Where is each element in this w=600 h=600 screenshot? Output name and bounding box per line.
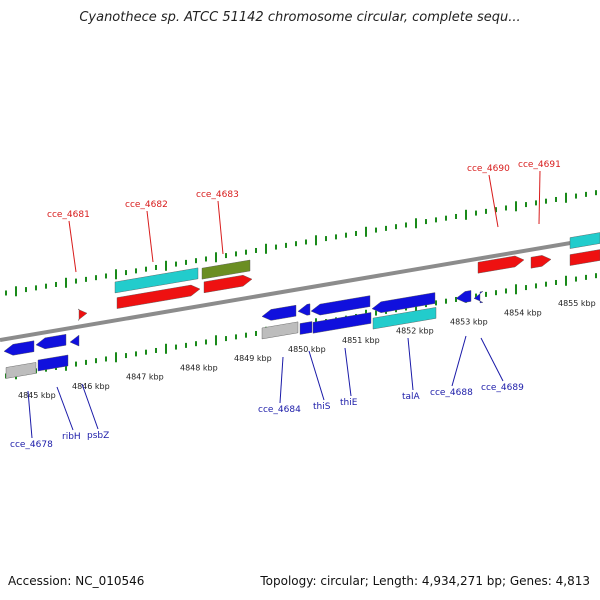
forward-gene-arrow [477, 255, 525, 274]
kbp-tick-label: 4849 kbp [234, 354, 272, 363]
reverse-leader-line [308, 350, 325, 401]
forward-gene-arrow [530, 255, 552, 269]
accession-text: Accession: NC_010546 [8, 574, 145, 588]
map-title: Cyanothece sp. ATCC 51142 chromosome cir… [79, 10, 521, 25]
reverse-gene-label: thiS [313, 402, 331, 412]
reverse-gene-arrow [310, 295, 371, 316]
reverse-leader-line [279, 356, 284, 404]
forward-gene-label: cce_4683 [196, 190, 239, 200]
reverse-gene-arrow [473, 291, 484, 304]
reverse-gene-label: ribH [62, 432, 81, 442]
forward-gene-arrow [116, 284, 201, 309]
reverse-leader-line [27, 390, 33, 439]
reverse-gene-cyan [372, 307, 437, 330]
kbp-tick-label: 4852 kbp [396, 327, 434, 336]
reverse-gene-label: cce_4678 [10, 440, 53, 450]
reverse-gene-arrow [261, 304, 297, 321]
chromosome-backbone [0, 236, 600, 342]
reverse-gene-blue [312, 312, 372, 334]
forward-gene-red [569, 249, 600, 266]
forward-leader-line [538, 170, 541, 225]
reverse-leader-line [56, 386, 74, 431]
forward-gene-arrow [77, 308, 88, 321]
kbp-tick-label: 4845 kbp [18, 391, 56, 400]
kbp-tick-label: 4853 kbp [450, 318, 488, 327]
forward-gene-label: cce_4681 [47, 210, 90, 220]
reverse-gene-blue [299, 321, 313, 335]
forward-gene-olive [201, 259, 251, 280]
forward-gene-cyan [569, 232, 600, 249]
forward-gene-arrow [203, 274, 253, 294]
forward-leader-line [146, 210, 154, 263]
reverse-gene-label: cce_4688 [430, 388, 473, 398]
reverse-gene-arrow [35, 334, 67, 350]
reverse-leader-line [407, 337, 414, 391]
reverse-leader-line [451, 335, 467, 387]
kbp-tick-label: 4854 kbp [504, 308, 542, 317]
reverse-leader-line [480, 337, 504, 382]
reverse-leader-line [81, 383, 99, 430]
forward-leader-line [217, 200, 224, 255]
reverse-gene-label: talA [402, 392, 421, 402]
kbp-tick-label: 4847 kbp [126, 373, 164, 382]
reverse-gene-label: thiE [340, 398, 358, 408]
reverse-gene-grey [5, 362, 37, 379]
kbp-tick-label: 4855 kbp [558, 299, 596, 308]
reverse-gene-arrow [371, 292, 436, 313]
forward-gene-cyan [114, 267, 199, 294]
reverse-leader-line [344, 347, 352, 397]
reverse-gene-arrow [3, 340, 35, 356]
reverse-gene-blue [37, 354, 69, 372]
reverse-gene-grey [261, 321, 299, 340]
reverse-gene-label: cce_4689 [481, 383, 524, 393]
kbp-tick-label: 4846 kbp [72, 382, 110, 391]
reverse-gene-label: cce_4684 [258, 405, 301, 415]
forward-gene-label: cce_4691 [518, 160, 561, 170]
topology-text: Topology: circular; Length: 4,934,271 bp… [260, 574, 590, 588]
kbp-tick-label: 4850 kbp [288, 345, 326, 354]
kbp-tick-label: 4848 kbp [180, 363, 218, 372]
reverse-gene-arrow [297, 303, 311, 316]
reverse-gene-arrow [69, 334, 80, 347]
reverse-gene-arrow [455, 290, 472, 303]
forward-leader-line [488, 174, 499, 228]
reverse-gene-label: psbZ [87, 431, 109, 441]
forward-leader-line [68, 220, 77, 273]
forward-gene-label: cce_4682 [125, 200, 168, 210]
forward-gene-label: cce_4690 [467, 164, 510, 174]
kbp-tick-label: 4851 kbp [342, 336, 380, 345]
